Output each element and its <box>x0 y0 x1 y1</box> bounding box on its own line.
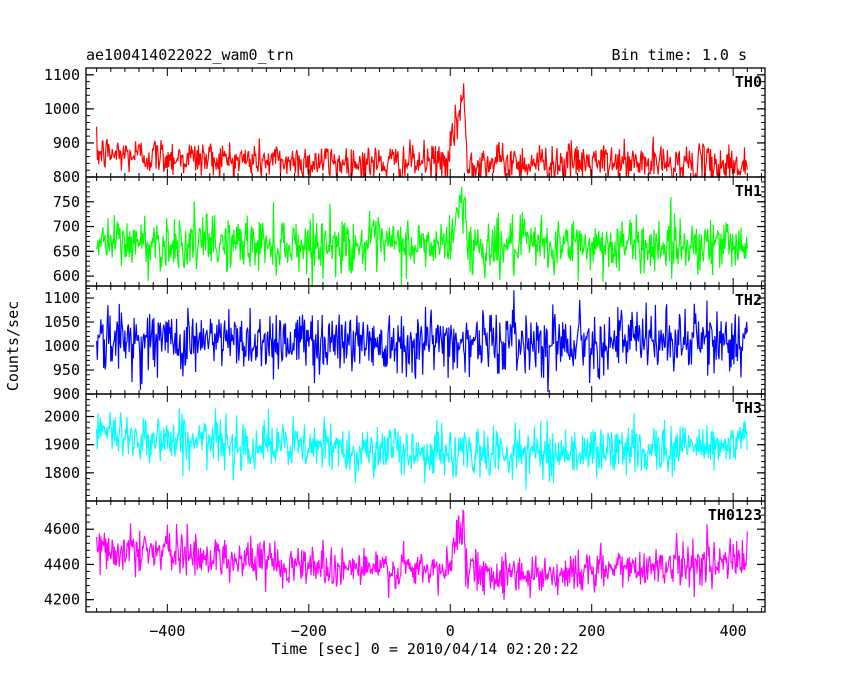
series-line-th1 <box>96 186 748 286</box>
y-tick-label: 700 <box>53 218 80 236</box>
series-line-th0123 <box>96 509 748 601</box>
panel-th0: 800 900 1000 1100 TH0 <box>44 66 766 186</box>
panel-label: TH0123 <box>708 506 762 524</box>
x-tick-label: 0 <box>446 622 455 640</box>
y-tick-label: 750 <box>53 193 80 211</box>
x-tick-label: 400 <box>720 622 747 640</box>
y-axis-label: Counts/sec <box>4 301 22 391</box>
y-tick-label: 1100 <box>44 66 80 84</box>
y-tick-label: 900 <box>53 385 80 403</box>
y-tick-label: 600 <box>53 267 80 285</box>
y-tick-label: 4600 <box>44 520 80 538</box>
y-tick-label: 800 <box>53 168 80 186</box>
panel-th0123: 4200 4400 4600 TH0123 <box>44 500 766 613</box>
panel-label: TH0 <box>735 73 762 91</box>
panel-th1: 600 650 700 750 TH1 <box>53 176 766 287</box>
y-tick-label: 1100 <box>44 289 80 307</box>
x-axis-label: Time [sec] 0 = 2010/04/14 02:20:22 <box>271 640 578 658</box>
panel-label: TH1 <box>735 182 762 200</box>
x-tick-label: −200 <box>291 622 327 640</box>
y-tick-label: 4400 <box>44 555 80 573</box>
y-tick-label: 950 <box>53 361 80 379</box>
series-line-th3 <box>96 408 748 491</box>
bin-time-label: Bin time: 1.0 s <box>612 46 747 64</box>
series-line-th2 <box>96 290 748 392</box>
panel-frame <box>85 176 766 287</box>
panel-th3: 1800 1900 2000 TH3 <box>44 393 766 502</box>
y-tick-label: 650 <box>53 242 80 260</box>
series-line-th0 <box>96 83 748 177</box>
x-tick-label: 200 <box>578 622 605 640</box>
chart-title: ae100414022022_wam0_trn <box>86 46 294 64</box>
y-tick-label: 4200 <box>44 591 80 609</box>
y-tick-label: 1000 <box>44 100 80 118</box>
y-tick-label: 1050 <box>44 313 80 331</box>
panel-frame <box>85 500 766 613</box>
x-tick-label: −400 <box>149 622 185 640</box>
y-tick-label: 1900 <box>44 436 80 454</box>
y-tick-label: 1800 <box>44 464 80 482</box>
panel-label: TH3 <box>735 399 762 417</box>
y-tick-label: 1000 <box>44 337 80 355</box>
panel-th2: 900 950 1000 1050 1100 TH2 <box>44 285 766 403</box>
y-tick-label: 2000 <box>44 408 80 426</box>
y-tick-label: 900 <box>53 134 80 152</box>
panel-label: TH2 <box>735 291 762 309</box>
